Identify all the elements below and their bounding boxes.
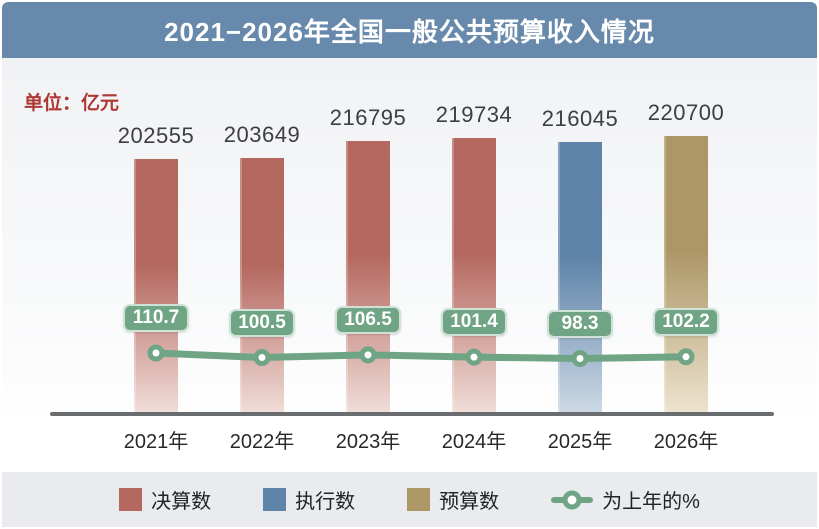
legend: 决算数 执行数 预算数 为上年的%	[2, 472, 817, 527]
x-axis-line	[50, 412, 774, 416]
bar-value-label: 216795	[329, 105, 407, 130]
x-axis-label: 2026年	[653, 431, 719, 453]
legend-label: 为上年的%	[602, 491, 700, 513]
legend-item-line: 为上年的%	[551, 485, 700, 514]
pct-badge: 102.2	[653, 308, 719, 336]
legend-item-执行数: 执行数	[263, 485, 355, 514]
x-axis-label: 2022年	[229, 431, 295, 453]
line-marker-icon	[551, 489, 594, 511]
bar-2021年	[134, 159, 178, 412]
chart-title: 2021−2026年全国一般公共预算收入情况	[164, 16, 655, 47]
pct-badge: 98.3	[547, 310, 613, 338]
x-axis-label: 2021年	[123, 431, 189, 453]
bar-value-label: 219734	[435, 102, 513, 127]
x-axis-label: 2023年	[335, 431, 401, 453]
legend-label: 决算数	[151, 491, 212, 513]
bar-value-label: 220700	[647, 100, 725, 125]
legend-swatch-icon	[119, 488, 143, 511]
bar-2023年	[346, 141, 390, 412]
legend-label: 执行数	[295, 491, 356, 513]
chart-title-bar: 2021−2026年全国一般公共预算收入情况	[2, 2, 817, 58]
x-axis-label: 2024年	[441, 431, 507, 453]
legend-swatch-icon	[407, 488, 431, 511]
legend-swatch-icon	[263, 488, 287, 511]
bar-2026年	[664, 136, 708, 412]
legend-item-预算数: 预算数	[407, 485, 499, 514]
pct-badge: 106.5	[335, 306, 401, 334]
pct-badge: 101.4	[441, 308, 507, 336]
bar-value-label: 216045	[541, 106, 619, 131]
x-axis-label: 2025年	[547, 431, 613, 453]
bar-2025年	[558, 142, 602, 412]
bar-value-label: 202555	[117, 123, 195, 148]
legend-item-决算数: 决算数	[119, 485, 211, 514]
unit-label: 单位：亿元	[24, 93, 120, 114]
bar-value-label: 203649	[223, 122, 301, 147]
legend-label: 预算数	[439, 491, 500, 513]
pct-badge: 100.5	[229, 309, 295, 337]
bar-2022年	[240, 158, 284, 412]
bar-2024年	[452, 138, 496, 412]
pct-badge: 110.7	[123, 304, 189, 332]
